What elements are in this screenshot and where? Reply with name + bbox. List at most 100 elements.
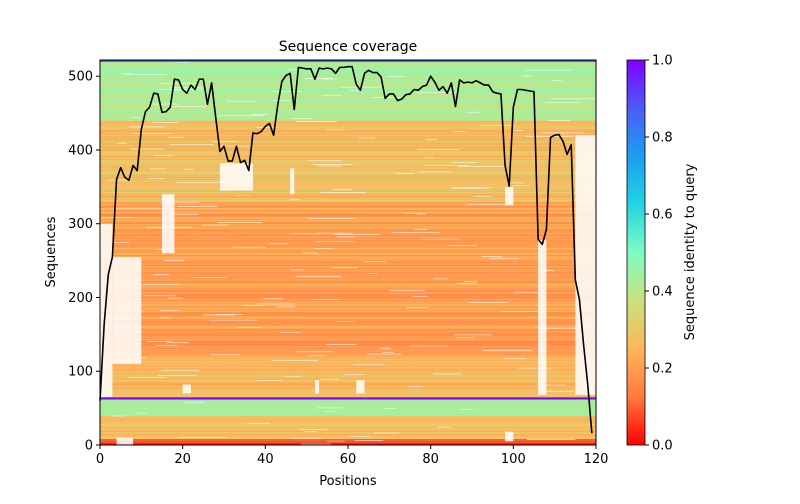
sequence-row	[100, 379, 596, 381]
sequence-row	[100, 183, 596, 185]
sequence-gap	[256, 380, 282, 381]
sequence-row	[100, 259, 596, 261]
sequence-gap	[451, 186, 492, 188]
sequence-row	[100, 82, 596, 84]
sequence-row	[100, 391, 596, 393]
sequence-row	[100, 409, 596, 411]
sequence-gap	[333, 234, 380, 235]
sequence-row	[100, 118, 596, 120]
sequence-row	[100, 348, 596, 350]
sequence-row	[100, 256, 596, 258]
sequence-row	[100, 264, 596, 266]
sequence-row	[100, 272, 596, 274]
sequence-gap	[269, 242, 289, 244]
x-axis: 0 20 40 60 80 100 120	[96, 445, 608, 467]
sequence-row	[100, 194, 596, 196]
sequence-row	[100, 421, 596, 423]
sequence-row	[100, 323, 596, 325]
sequence-gap	[183, 169, 194, 170]
sequence-row	[100, 322, 596, 324]
sequence-row	[100, 175, 596, 177]
sequence-row	[100, 205, 596, 207]
sequence-row	[100, 295, 596, 297]
sequence-gap	[457, 282, 478, 284]
sequence-gap	[184, 402, 206, 404]
sequence-row	[100, 252, 596, 254]
query-rows	[100, 60, 596, 400]
sequence-gap	[234, 194, 252, 196]
sequence-row	[100, 357, 596, 359]
sequence-gap	[120, 73, 132, 75]
sequence-gap	[129, 126, 166, 128]
sequence-row	[100, 96, 596, 98]
sequence-row	[100, 332, 596, 334]
sequence-row	[100, 93, 596, 95]
sequence-row	[100, 198, 596, 200]
sequence-row	[100, 138, 596, 140]
sequence-row	[100, 172, 596, 174]
sequence-gap	[325, 343, 357, 345]
sequence-gap	[157, 374, 197, 376]
sequence-row	[100, 130, 596, 132]
sequence-row	[100, 327, 596, 329]
sequence-row	[100, 90, 596, 92]
x-tick-label: 40	[257, 452, 274, 467]
sequence-row	[100, 418, 596, 420]
sequence-row	[100, 168, 596, 170]
sequence-gap	[416, 91, 458, 93]
sequence-row	[100, 365, 596, 367]
sequence-row	[100, 346, 596, 348]
sequence-row	[100, 341, 596, 343]
sequence-row	[100, 442, 596, 444]
sequence-row	[100, 358, 596, 360]
sequence-gap	[159, 82, 197, 84]
x-tick-label: 100	[501, 452, 526, 467]
sequence-row	[100, 214, 596, 216]
sequence-row	[100, 417, 596, 419]
sequence-row	[100, 378, 596, 380]
sequence-row	[100, 385, 596, 387]
sequence-gap	[167, 297, 183, 299]
sequence-gap	[320, 192, 366, 193]
sequence-row	[100, 74, 596, 76]
sequence-row	[100, 438, 596, 440]
sequence-row	[100, 225, 596, 227]
sequence-row	[100, 226, 596, 228]
sequence-row	[100, 285, 596, 287]
sequence-row	[100, 203, 596, 205]
sequence-row	[100, 146, 596, 148]
sequence-row	[100, 113, 596, 115]
sequence-row	[100, 336, 596, 338]
sequence-row	[100, 107, 596, 109]
sequence-row	[100, 350, 596, 352]
sequence-gap	[217, 222, 262, 224]
x-tick-label: 80	[422, 452, 439, 467]
sequence-gap	[217, 145, 251, 147]
sequence-row	[100, 161, 596, 163]
sequence-row	[100, 75, 596, 77]
sequence-row	[100, 373, 596, 375]
sequence-row	[100, 144, 596, 146]
sequence-row	[100, 70, 596, 72]
sequence-row	[100, 148, 596, 150]
sequence-row	[100, 91, 596, 93]
sequence-row	[100, 428, 596, 430]
chart-title: Sequence coverage	[279, 39, 418, 55]
sequence-row	[100, 62, 596, 64]
sequence-row	[100, 110, 596, 112]
sequence-row	[100, 153, 596, 155]
sequence-row	[100, 215, 596, 217]
sequence-gap	[322, 78, 337, 80]
sequence-gap	[354, 439, 384, 441]
sequence-gap	[418, 171, 451, 173]
sequence-gap	[409, 345, 448, 347]
sequence-row	[100, 209, 596, 211]
sequence-gap	[542, 270, 554, 272]
sequence-row	[100, 81, 596, 83]
sequence-row	[100, 133, 596, 135]
sequence-gap	[177, 436, 227, 438]
sequence-row	[100, 301, 596, 303]
sequence-row	[100, 185, 596, 187]
sequence-row	[100, 116, 596, 118]
sequence-gap	[467, 203, 507, 205]
